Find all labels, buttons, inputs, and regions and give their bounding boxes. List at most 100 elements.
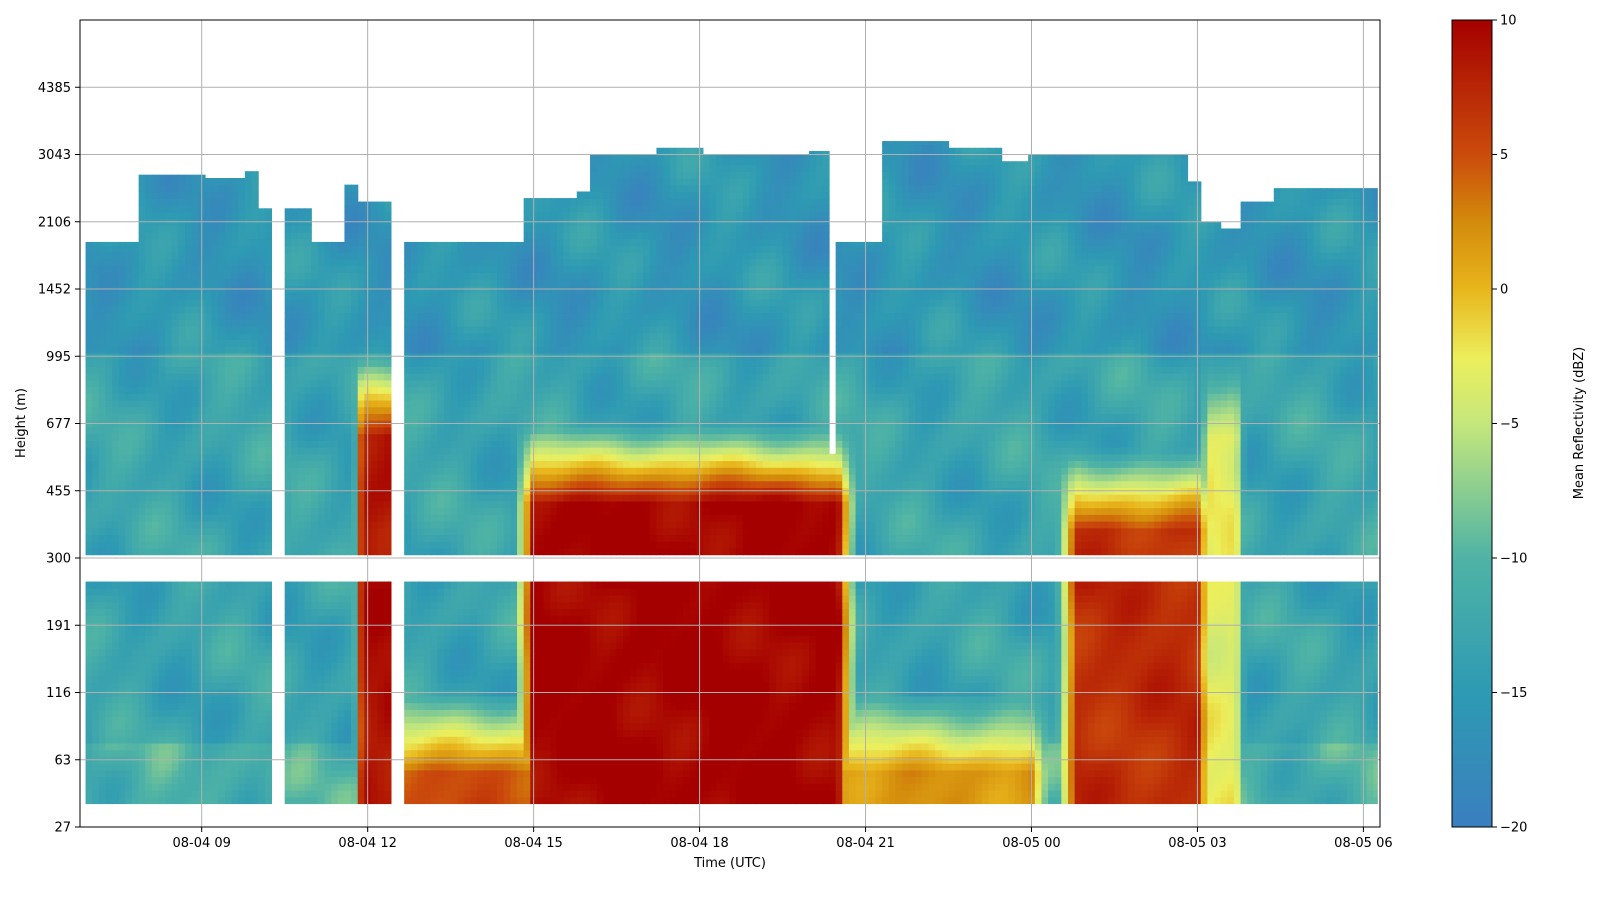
heatmap-cell <box>112 467 120 475</box>
heatmap-cell <box>132 319 140 327</box>
heatmap-cell <box>264 332 273 341</box>
heatmap-cell <box>98 682 107 690</box>
heatmap-cell <box>424 796 432 805</box>
heatmap-cell <box>92 406 100 415</box>
heatmap-cell <box>224 319 233 327</box>
heatmap-cell <box>470 386 478 394</box>
heatmap-cell <box>105 299 113 307</box>
heatmap-cell <box>450 426 458 435</box>
heatmap-cell <box>238 252 246 260</box>
heatmap-cell <box>297 252 306 260</box>
heatmap-cell <box>171 776 180 784</box>
heatmap-cell <box>463 272 472 280</box>
heatmap-cell <box>218 339 226 347</box>
heatmap-cell <box>205 473 213 482</box>
heatmap-cell <box>477 534 485 542</box>
heatmap-cell <box>178 278 186 287</box>
heatmap-cell <box>158 373 166 381</box>
heatmap-cell <box>98 319 107 327</box>
heatmap-cell <box>191 581 199 589</box>
heatmap-cell <box>430 628 438 636</box>
heatmap-cell <box>178 783 186 791</box>
heatmap-cell <box>112 702 120 710</box>
heatmap-cell <box>424 433 432 441</box>
heatmap-cell <box>351 339 359 347</box>
heatmap-cell <box>410 695 419 704</box>
heatmap-cell <box>244 655 253 663</box>
heatmap-cell <box>497 467 505 475</box>
heatmap-cell <box>258 252 266 260</box>
heatmap-cell <box>158 174 166 179</box>
heatmap-cell <box>331 642 339 650</box>
heatmap-cell <box>238 359 246 367</box>
heatmap-cell <box>430 292 438 300</box>
heatmap-cell <box>105 749 113 757</box>
heatmap-cell <box>224 783 233 791</box>
heatmap-cell <box>125 796 133 805</box>
heatmap-cell <box>437 379 445 388</box>
heatmap-cell <box>444 500 452 509</box>
heatmap-cell <box>497 406 505 415</box>
reflectivity-heatmap <box>85 141 1378 805</box>
heatmap-cell <box>125 440 133 448</box>
heatmap-cell <box>304 716 312 724</box>
heatmap-cell <box>105 729 113 737</box>
heatmap-cell <box>92 662 100 670</box>
heatmap-cell <box>437 662 445 670</box>
heatmap-cell <box>158 594 166 603</box>
heatmap-cell <box>424 682 432 690</box>
heatmap-cell <box>205 729 213 737</box>
heatmap-cell <box>331 648 339 657</box>
heatmap-cell <box>118 473 126 482</box>
heatmap-cell <box>158 447 166 455</box>
heatmap-cell <box>490 668 498 677</box>
heatmap-cell <box>337 507 346 515</box>
heatmap-cell <box>344 736 352 744</box>
heatmap-cell <box>118 245 126 253</box>
heatmap-cell <box>205 204 213 213</box>
heatmap-cell <box>370 480 379 488</box>
heatmap-cell <box>105 521 113 529</box>
heatmap-cell <box>457 426 465 435</box>
heatmap-cell <box>105 393 113 401</box>
heatmap-cell <box>344 440 352 448</box>
heatmap-cell <box>191 231 199 240</box>
heatmap-cell <box>331 763 339 771</box>
heatmap-cell <box>311 494 319 502</box>
heatmap-cell <box>357 769 365 778</box>
heatmap-cell <box>112 272 120 280</box>
heatmap-cell <box>344 662 352 670</box>
heatmap-cell <box>377 319 385 327</box>
heatmap-cell <box>112 292 120 300</box>
heatmap-cell <box>463 655 472 663</box>
heatmap-cell <box>105 447 113 455</box>
heatmap-cell <box>490 547 498 556</box>
heatmap-cell <box>304 763 312 771</box>
heatmap-cell <box>344 413 352 421</box>
heatmap-cell <box>490 258 498 267</box>
heatmap-cell <box>384 252 392 260</box>
heatmap-cell <box>351 453 359 462</box>
heatmap-cell <box>145 769 153 778</box>
heatmap-cell <box>457 272 465 280</box>
heatmap-cell <box>158 332 166 341</box>
heatmap-cell <box>357 628 365 636</box>
heatmap-cell <box>463 359 472 367</box>
heatmap-cell <box>370 373 379 381</box>
heatmap-cell <box>311 594 319 603</box>
heatmap-cell <box>112 339 120 347</box>
heatmap-cell <box>291 379 299 388</box>
heatmap-cell <box>404 776 412 784</box>
heatmap-cell <box>483 319 492 327</box>
heatmap-cell <box>218 393 226 401</box>
heatmap-cell <box>370 325 379 334</box>
heatmap-cell <box>410 447 419 455</box>
heatmap-cell <box>85 299 93 307</box>
heatmap-cell <box>218 776 226 784</box>
heatmap-cell <box>205 608 213 616</box>
heatmap-cell <box>463 399 472 408</box>
heatmap-cell <box>377 742 385 751</box>
heatmap-cell <box>105 265 113 273</box>
heatmap-cell <box>251 339 259 347</box>
heatmap-cell <box>132 433 140 441</box>
